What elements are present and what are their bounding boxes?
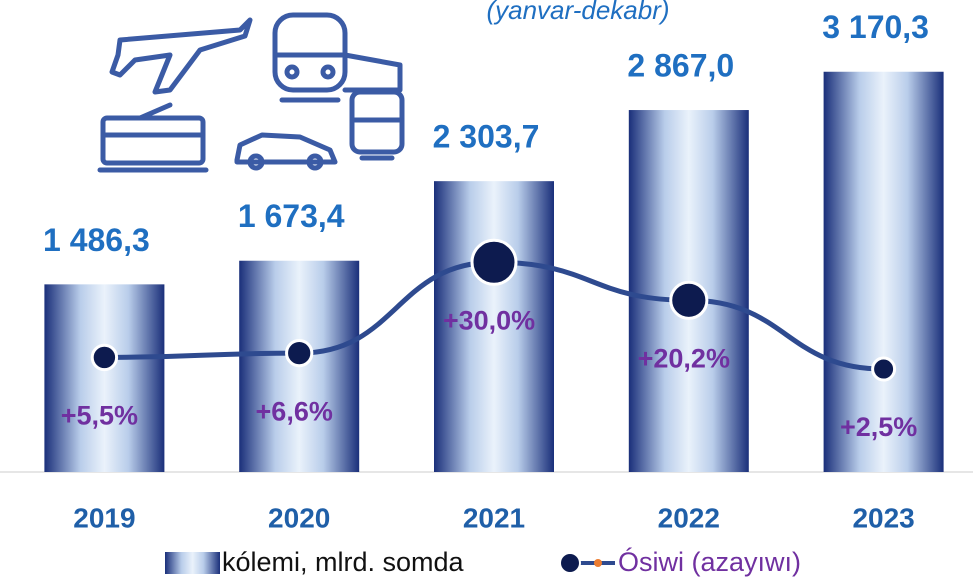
growth-label: +5,5% [61,401,138,431]
bar [434,181,554,472]
bar [44,284,165,472]
growth-label: +30,0% [443,305,535,335]
bar-value-label: 3 170,3 [822,9,929,45]
legend-swatch [165,552,220,574]
legend-label: kólemi, mlrd. somda [222,547,465,577]
growth-marker [285,338,314,368]
legend: kólemi, mlrd. somda Ósiwi (azayıwı) [165,546,801,577]
x-tick-label: 2020 [268,502,330,533]
x-tick-label: 2022 [658,502,720,533]
bar-value-label: 2 867,0 [627,47,734,83]
growth-label: +20,2% [638,343,730,373]
legend-label: Ósiwi (azayıwı) [618,546,801,577]
growth-marker [871,356,897,382]
transport-icons [97,12,405,173]
subtitle: (yanvar-dekabr) [486,0,669,25]
x-tick-label: 2023 [852,502,914,533]
growth-marker [669,280,709,320]
growth-marker [90,343,119,372]
bar-value-label: 1 486,3 [43,222,150,258]
growth-marker [470,238,518,286]
growth-label: +2,5% [840,412,917,442]
legend-marker [594,559,602,567]
growth-label: +6,6% [256,396,333,426]
bar [823,71,944,472]
legend-marker [559,552,581,574]
x-tick-label: 2019 [73,502,135,533]
x-tick-label: 2021 [463,502,525,533]
bar-value-label: 1 673,4 [238,198,345,234]
bar-value-label: 2 303,7 [433,119,540,155]
